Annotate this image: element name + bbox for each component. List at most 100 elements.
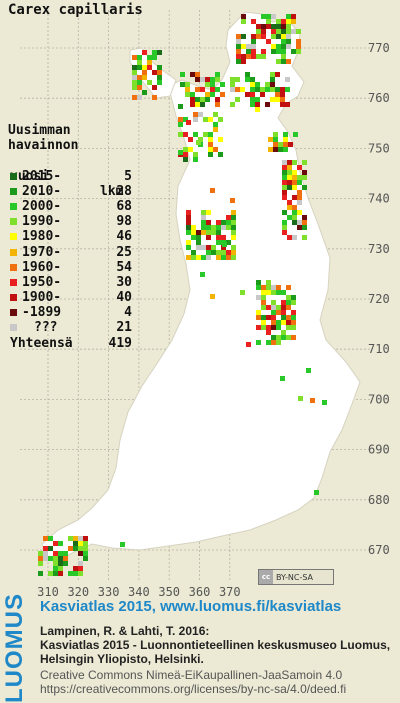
occurrence-cell <box>286 300 291 305</box>
occurrence-cells <box>38 14 327 576</box>
occurrence-cell <box>261 295 266 300</box>
atlas-link[interactable]: Kasviatlas 2015, www.luomus.fi/kasviatla… <box>40 598 342 615</box>
occurrence-cell <box>282 230 287 235</box>
occurrence-cell <box>297 220 302 225</box>
occurrence-cell <box>281 34 286 39</box>
occurrence-cell <box>246 44 251 49</box>
occurrence-cell <box>205 77 210 82</box>
y-axis-label: 720 <box>368 292 390 306</box>
legend-col-year: vuosi <box>10 168 50 184</box>
occurrence-cell <box>261 320 266 325</box>
occurrence-cell <box>310 398 315 403</box>
y-axis-label: 750 <box>368 141 390 155</box>
occurrence-cell <box>281 19 286 24</box>
occurrence-cell <box>241 54 246 59</box>
occurrence-cell <box>196 255 201 260</box>
occurrence-cell <box>297 165 302 170</box>
legend-row: 1950- 30 <box>8 275 132 290</box>
license-line-2[interactable]: https://creativecommons.org/licenses/by-… <box>40 682 347 696</box>
cc-badge-text: BY-NC-SA <box>276 572 314 582</box>
occurrence-cell <box>276 325 281 330</box>
occurrence-cell <box>73 536 78 541</box>
legend-total-count: 419 <box>108 335 132 351</box>
occurrence-cell <box>142 75 147 80</box>
occurrence-cell <box>43 556 48 561</box>
legend-year: 2010- <box>22 183 62 199</box>
occurrence-cell <box>213 147 218 152</box>
legend-count: 98 <box>116 214 132 230</box>
occurrence-cell <box>251 34 256 39</box>
occurrence-cell <box>132 65 137 70</box>
occurrence-cell <box>38 556 43 561</box>
occurrence-cell <box>276 49 281 54</box>
occurrence-cell <box>281 305 286 310</box>
occurrence-cell <box>186 240 191 245</box>
occurrence-cell <box>208 147 213 152</box>
legend-swatch <box>10 263 17 271</box>
occurrence-cell <box>282 170 287 175</box>
occurrence-cell <box>68 536 73 541</box>
occurrence-cell <box>142 50 147 55</box>
occurrence-cell <box>203 132 208 137</box>
occurrence-cell <box>275 72 280 77</box>
occurrence-cell <box>297 175 302 180</box>
occurrence-cell <box>298 396 303 401</box>
occurrence-cell <box>255 82 260 87</box>
occurrence-cell <box>261 54 266 59</box>
occurrence-cell <box>241 59 246 64</box>
occurrence-cell <box>216 255 221 260</box>
occurrence-cell <box>230 82 235 87</box>
legend-count: 21 <box>116 320 132 336</box>
occurrence-cell <box>241 19 246 24</box>
occurrence-cell <box>302 220 307 225</box>
occurrence-cell <box>210 87 215 92</box>
occurrence-cell <box>251 39 256 44</box>
occurrence-cell <box>286 285 291 290</box>
occurrence-cell <box>266 14 271 19</box>
legend-count: 54 <box>116 259 132 275</box>
occurrence-cell <box>292 175 297 180</box>
occurrence-cell <box>147 80 152 85</box>
occurrence-cell <box>48 556 53 561</box>
occurrence-cell <box>251 54 256 59</box>
occurrence-cell <box>292 180 297 185</box>
x-axis-label: 350 <box>158 585 180 596</box>
occurrence-cell <box>241 34 246 39</box>
x-axis-label: 330 <box>98 585 120 596</box>
occurrence-cell <box>246 54 251 59</box>
legend-row: 2000- 68 <box>8 198 132 214</box>
legend-count: 30 <box>116 274 132 290</box>
occurrence-cell <box>222 242 227 247</box>
occurrence-cell <box>58 541 63 546</box>
occurrence-cell <box>198 112 203 117</box>
legend-total: Yhteensä 419 <box>8 336 132 352</box>
occurrence-cell <box>291 19 296 24</box>
occurrence-cell <box>178 117 183 122</box>
luomus-logo-text: LUOMUS <box>1 593 28 703</box>
occurrence-cell <box>78 561 83 566</box>
occurrence-cell <box>195 102 200 107</box>
legend-year: 2000- <box>22 198 62 214</box>
occurrence-cell <box>186 220 191 225</box>
occurrence-cell <box>183 132 188 137</box>
occurrence-cell <box>275 97 280 102</box>
occurrence-cell <box>236 59 241 64</box>
occurrence-cell <box>286 44 291 49</box>
occurrence-cell <box>142 70 147 75</box>
occurrence-cell <box>241 44 246 49</box>
occurrence-cell <box>273 142 278 147</box>
occurrence-cell <box>302 235 307 240</box>
luomus-logo: LUOMUS <box>0 593 30 703</box>
occurrence-cell <box>256 34 261 39</box>
occurrence-cell <box>226 240 231 245</box>
occurrence-cell <box>195 97 200 102</box>
legend-year: -1899 <box>22 305 62 321</box>
occurrence-cell <box>147 60 152 65</box>
occurrence-cell <box>302 175 307 180</box>
distribution-map: 770 760 750 740 730 720 710 700 690 680 670 310 320… <box>8 2 390 596</box>
occurrence-cell <box>291 295 296 300</box>
occurrence-cell <box>281 335 286 340</box>
occurrence-cell <box>282 185 287 190</box>
occurrence-cell <box>314 490 319 495</box>
legend-row: 1980- 46 <box>8 229 132 244</box>
